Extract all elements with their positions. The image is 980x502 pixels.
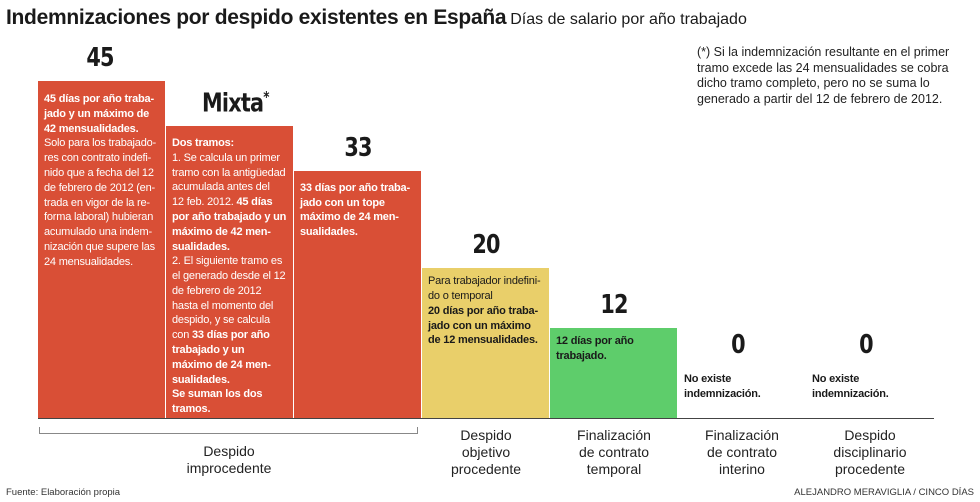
bar-description-1: Dos tramos: 1. Se calcula un primer tramo … <box>172 136 292 417</box>
bar-text-line: 12 días por año <box>556 335 634 348</box>
bar-text-line: despido, y se calcula <box>172 314 270 327</box>
bar-text-line: jado con un máximo <box>428 319 531 332</box>
bar-text-line: Para trabajador indefini- <box>428 275 541 288</box>
bar-text-line: indemnización. <box>812 387 889 400</box>
footnote: (*) Si la indemnización resultante en el… <box>697 45 950 106</box>
bar-description-6: No existe indemnización. <box>812 372 932 402</box>
bar-label-1: Mixta* <box>202 88 269 119</box>
baseline <box>38 418 934 419</box>
bar-text-line: máximo de 24 men- <box>172 358 271 371</box>
category-label-line: objetivo <box>461 444 511 460</box>
bar-description-5: No existe indemnización. <box>684 372 804 402</box>
bar-text-line: por año trabajado y un <box>172 210 287 223</box>
bar-label-3: 20 <box>472 230 500 261</box>
bar-text-line: Solo para los trabajado- <box>44 137 156 150</box>
bar-label-6: 0 <box>859 330 873 360</box>
bar-text-line: trabajado y un <box>172 344 245 357</box>
bar-text-line: nido que a fecha del 12 <box>44 166 154 179</box>
category-label-line: Despido <box>203 443 255 459</box>
chart-subtitle: Días de salario por año trabajado <box>510 11 747 28</box>
bar-text-line: acumulado una indem- <box>44 226 152 239</box>
category-label-line: temporal <box>586 461 642 477</box>
bar-text-line: tramos. <box>172 403 211 416</box>
bar-text-line: trada en vigor de la re- <box>44 196 150 209</box>
bar-text-line: No existe <box>684 373 732 385</box>
bar-label-0: 45 <box>86 43 114 73</box>
bar-text-line: do o temporal <box>428 290 493 303</box>
category-label-line: disciplinario <box>833 444 907 460</box>
bar-text-line: sualidades. <box>172 373 230 386</box>
source-note: Fuente: Elaboración propia <box>6 487 121 498</box>
bar-text-line: sualidades. <box>172 240 230 253</box>
bar-text-line: de febrero de 2012 (en- <box>44 181 155 194</box>
bar-text-line: máximo de 24 men- <box>300 211 399 224</box>
category-label-line: interino <box>719 461 765 477</box>
bar-text-line: No existe <box>812 373 860 385</box>
bar-text-line: jado con un tope <box>300 196 385 209</box>
bar-text-line: 20 días por año traba- <box>428 304 538 317</box>
bar-text-line: jado y un máximo de <box>44 107 150 120</box>
bar-1 <box>166 125 294 418</box>
chart-title: Indemnizaciones por despido existentes e… <box>6 6 747 30</box>
bar-text-line: sualidades. <box>300 226 358 239</box>
category-label-0: Despido improcedente <box>164 443 294 477</box>
bar-text-line: trabajado. <box>556 349 607 362</box>
credit-note: ALEJANDRO MERAVIGLIA / CINCO DÍAS <box>794 487 974 498</box>
bar-text-line: res con contrato indefi- <box>44 152 152 165</box>
chart-title-main: Indemnizaciones por despido existentes e… <box>6 6 507 29</box>
category-label-line: Despido <box>460 427 512 443</box>
bar-description-2: 33 días por año traba-jado con un tope má… <box>300 181 420 240</box>
bar-text-line: nización que supere las <box>44 240 155 253</box>
bar-label-2: 33 <box>344 132 372 163</box>
bar-text-line: forma laboral) hubieran <box>44 211 154 224</box>
bar-description-3: Para trabajador indefini-do o temporal 20… <box>428 274 548 348</box>
bar-text-line: hasta el momento del <box>172 299 274 312</box>
bar-text-line: 33 días por año traba- <box>300 181 410 194</box>
category-label-line: procedente <box>834 461 906 477</box>
category-label-line: procedente <box>450 461 522 477</box>
bar-description-4: 12 días por año trabajado. <box>556 334 676 364</box>
bar-text-line: 12 feb. 2012. 45 días <box>172 196 273 209</box>
bar-text-line: Dos tramos: <box>172 136 234 149</box>
category-label-line: Finalización <box>577 427 651 443</box>
category-label-line: de contrato <box>706 444 778 460</box>
bar-text-line: acumulada antes del <box>172 181 270 194</box>
bar-text-line: el generado desde el 12 <box>172 270 286 283</box>
bar-text-line: 45 días por año traba- <box>44 93 154 105</box>
bar-text-line: Se suman los dos <box>172 388 263 401</box>
bar-description-0: 45 días por año traba-jado y un máximo d… <box>44 92 164 270</box>
bar-text-line: 24 mensualidades. <box>44 255 133 268</box>
group-bracket-improcedente <box>39 427 418 434</box>
category-label-line: improcedente <box>186 460 272 476</box>
bar-label-4: 12 <box>600 290 628 321</box>
bar-text-line: tramo con la antigüedad <box>172 166 286 179</box>
bar-text-line: con 33 días por año <box>172 329 270 342</box>
bar-2 <box>294 170 422 418</box>
bar-label-5: 0 <box>731 330 745 360</box>
category-label-line: de contrato <box>578 444 650 460</box>
footnote-marker: * <box>263 87 269 106</box>
category-label-line: Despido <box>844 427 896 443</box>
bar-text-line: 42 mensualidades. <box>44 122 139 135</box>
category-label-3: Finalización de contrato interino <box>677 427 807 478</box>
category-label-line: Finalización <box>705 427 779 443</box>
category-label-1: Despido objetivo procedente <box>421 427 551 478</box>
bar-label-text: Mixta <box>202 88 264 119</box>
bar-0 <box>38 81 166 418</box>
category-label-2: Finalización de contrato temporal <box>549 427 679 478</box>
bar-text-line: 2. El siguiente tramo es <box>172 255 283 268</box>
bar-text-line: de 12 mensualidades. <box>428 334 538 347</box>
bar-text-line: de febrero de 2012 <box>172 284 262 297</box>
bar-3 <box>422 268 550 418</box>
bar-text-line: 1. Se calcula un primer <box>172 151 280 164</box>
bar-4 <box>550 328 678 418</box>
bar-text-line: indemnización. <box>684 387 761 400</box>
category-label-4: Despido disciplinario procedente <box>805 427 935 478</box>
bar-text-line: máximo de 42 men- <box>172 225 271 238</box>
